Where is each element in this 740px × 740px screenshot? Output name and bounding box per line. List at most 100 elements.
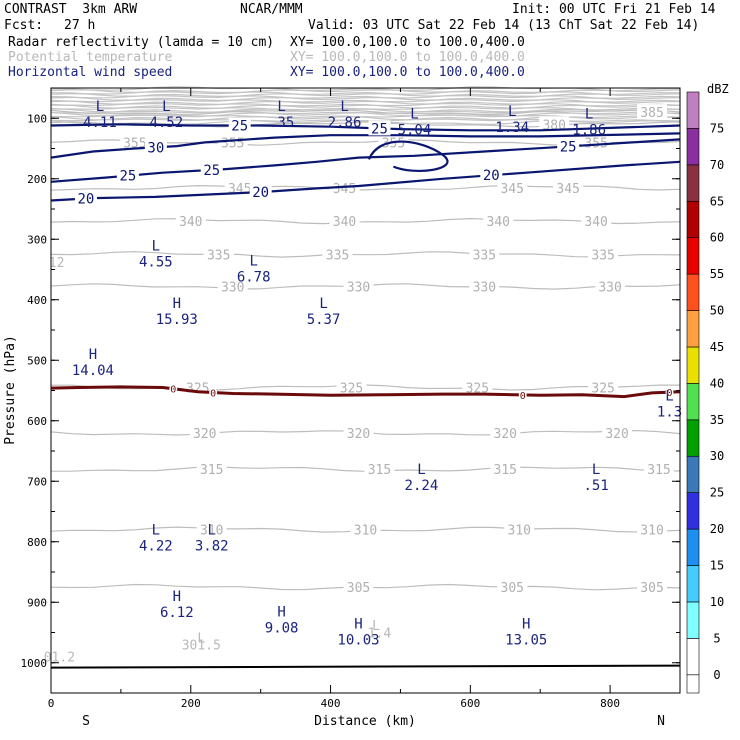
wind-label-bg <box>200 161 223 177</box>
theta-label: 305 <box>640 581 663 596</box>
colorbar-segment <box>686 674 700 694</box>
wind-extremum-type: L <box>665 388 673 404</box>
wind-contour-bump <box>367 140 449 172</box>
theta-band-line <box>50 103 681 110</box>
theta-label-bg <box>217 278 248 294</box>
wind-extremum-type: L <box>152 238 160 254</box>
wind-extremum-value: 1.3 <box>657 404 682 420</box>
theta-label-bg <box>602 424 633 440</box>
surface-line <box>50 664 681 669</box>
wind-extremum-value: 10.03 <box>337 632 379 648</box>
colorbar-segment <box>686 273 700 311</box>
theta-label-bg <box>329 213 360 229</box>
wind-extremum-value: 1.86 <box>572 122 606 138</box>
wind-label: 20 <box>252 185 269 201</box>
theta-label-bg <box>196 521 227 537</box>
theta-label-bg <box>588 379 619 395</box>
header-model: CONTRAST 3km ARW <box>4 2 138 17</box>
theta-label: 345 <box>228 182 251 197</box>
colorbar-segment <box>686 528 700 566</box>
colorbar-label: 50 <box>710 304 724 318</box>
y-tick-label: 400 <box>27 294 47 307</box>
wind-extremum-value: 1.34 <box>495 120 529 136</box>
y-tick-label: 800 <box>27 536 47 549</box>
wind-label-bg <box>116 167 139 183</box>
theta-band-line <box>50 87 681 95</box>
freezing-label: 0 <box>520 391 526 402</box>
theta-label-bg <box>203 246 234 262</box>
header-init: Init: 00 UTC Fri 21 Feb 14 <box>512 2 716 17</box>
theta-label-bg <box>224 179 255 195</box>
colorbar-label: 10 <box>710 595 724 609</box>
theta-label-bg <box>595 278 626 294</box>
wind-extremum-type: H <box>522 616 530 632</box>
colorbar-segment <box>686 419 700 457</box>
colorbar-label: 60 <box>710 231 724 245</box>
theta-label: 320 <box>605 427 628 442</box>
theta-extremum-marker: L <box>372 619 380 634</box>
colorbar-segment <box>686 346 700 384</box>
theta-label-bg <box>336 379 367 395</box>
theta-label: 330 <box>221 280 244 295</box>
colorbar: dBZ 0 5 10 15 20 25 30 35 40 45 50 55 60 65 70 75 <box>686 82 729 694</box>
theta-label: 310 <box>200 524 223 539</box>
theta-label: 315 <box>368 463 391 478</box>
theta-label: 310 <box>640 524 663 539</box>
theta-label: 325 <box>340 381 363 396</box>
wind-extremum-type: L <box>417 462 425 478</box>
wind-contour-25 <box>50 138 681 183</box>
wind-extremum-value: 5.04 <box>398 122 432 138</box>
x-tick-label: 800 <box>600 697 620 710</box>
wind-label: 25 <box>560 139 577 155</box>
wind-label-bg <box>368 120 391 136</box>
wind-extremum-value: 6.78 <box>237 269 271 285</box>
y-tick-label: 1000 <box>21 657 48 670</box>
theta-extra-label: 01.2 <box>44 651 75 666</box>
theta-label-bg <box>196 461 227 477</box>
field-reflectivity-xy: XY= 100.0,100.0 to 100.0,400.0 <box>290 35 525 50</box>
colorbar-label: 20 <box>710 522 724 536</box>
freezing-label: 0 <box>210 389 216 400</box>
theta-label-bg <box>497 179 528 195</box>
theta-label: 335 <box>326 248 349 263</box>
x-axis-label: Distance (km) <box>314 714 416 729</box>
colorbar-label: 70 <box>710 158 724 172</box>
theta-band-line <box>50 93 681 101</box>
theta-label: 345 <box>556 182 579 197</box>
theta-label: 335 <box>473 248 496 263</box>
y-tick-label: 700 <box>27 475 47 488</box>
theta-label-bg <box>343 278 374 294</box>
theta-label-bg <box>644 461 675 477</box>
x-tick-label: 0 <box>48 697 55 710</box>
theta-label-bg <box>469 278 500 294</box>
wind-extremum-value: 4.22 <box>139 539 173 555</box>
header-valid: Valid: 03 UTC Sat 22 Feb 14 (13 ChT Sat … <box>308 18 700 33</box>
x-tick-label: 400 <box>321 697 341 710</box>
wind-extremum-type: L <box>208 523 216 539</box>
theta-label: 345 <box>333 182 356 197</box>
wind-extremum-type: L <box>340 99 348 115</box>
colorbar-label: 5 <box>713 631 720 645</box>
y-tick-label: 900 <box>27 596 47 609</box>
theta-band-line <box>50 111 681 118</box>
theta-label-bg <box>175 213 206 229</box>
theta-label: 325 <box>186 381 209 396</box>
wind-extremum-type: H <box>277 604 285 620</box>
wind-extremum-value: 13.05 <box>505 632 547 648</box>
wind-extremum-type: H <box>173 296 181 312</box>
theta-label: 340 <box>333 215 356 230</box>
wind-extremum-value: 2.86 <box>328 115 362 131</box>
wind-label: 25 <box>203 163 220 179</box>
theta-band-line <box>50 99 681 106</box>
colorbar-label: 0 <box>713 668 720 682</box>
wind-label: 25 <box>231 119 248 135</box>
theta-label-bg <box>350 521 381 537</box>
wind-label: 25 <box>371 121 388 137</box>
x-tick-label: 600 <box>460 697 480 710</box>
wind-extremum-value: 2.24 <box>405 478 439 494</box>
theta-label-bg <box>490 424 521 440</box>
theta-band-line <box>50 97 681 104</box>
wind-extremum-value: 9.08 <box>265 620 299 636</box>
colorbar-segment <box>686 565 700 603</box>
